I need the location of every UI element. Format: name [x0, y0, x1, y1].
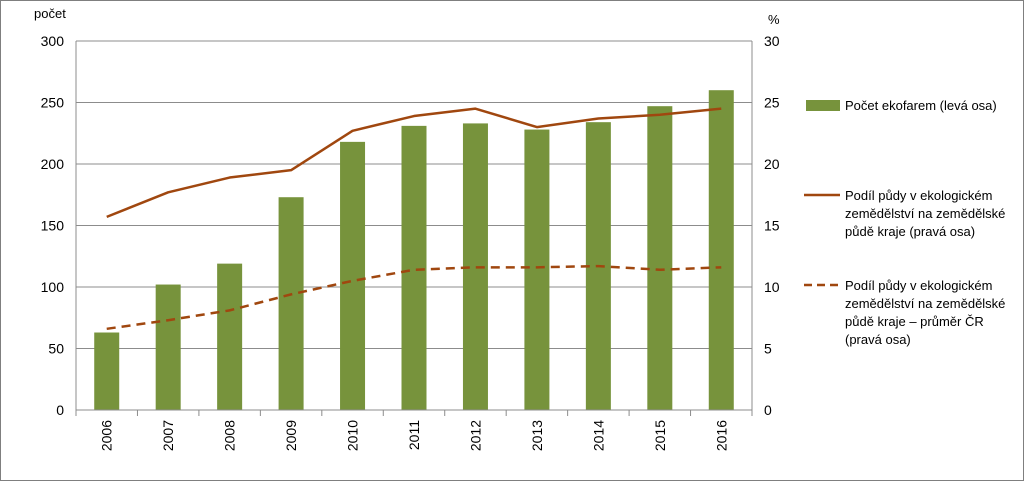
right-tick-label: 25 [764, 95, 780, 111]
x-tick-label: 2009 [283, 420, 299, 451]
left-tick-label: 250 [41, 95, 65, 111]
left-tick-label: 0 [56, 402, 64, 418]
legend-swatch-ekofarmy [806, 100, 840, 111]
legend-label-ekofarmy: Počet ekofarem (levá osa) [845, 98, 997, 113]
line-podil-cr [106, 264, 722, 331]
bar [94, 332, 120, 410]
legend-symbols [804, 100, 840, 287]
left-tick-label: 50 [48, 341, 64, 357]
left-tick-label: 100 [41, 279, 65, 295]
axes [75, 41, 753, 416]
x-tick-label: 2012 [467, 420, 483, 451]
right-tick-label: 0 [764, 402, 772, 418]
x-tick-label: 2016 [713, 420, 729, 451]
line-podil-kraje [106, 107, 722, 219]
left-tick-label: 150 [41, 218, 65, 234]
right-tick-label: 30 [764, 33, 780, 49]
x-tick-label: 2011 [406, 420, 422, 450]
bar [155, 284, 181, 410]
x-tick-label: 2010 [345, 420, 361, 451]
x-tick-label: 2014 [590, 420, 606, 451]
legend-label-podil-cr: Podíl půdy v ekologickém zemědělství na … [845, 278, 1006, 347]
bar [524, 129, 550, 410]
bar [340, 141, 366, 411]
gridlines [76, 40, 752, 349]
right-tick-label: 5 [764, 341, 772, 357]
x-tick-label: 2008 [222, 420, 238, 451]
right-tick-label: 15 [764, 218, 780, 234]
bar [647, 106, 673, 410]
tick-labels: 0 50 100 150 200 250 300 0 5 10 15 20 25 30 2006 2007 20… [41, 33, 780, 451]
left-tick-label: 200 [41, 156, 65, 172]
bar [278, 197, 304, 410]
right-axis-label: % [768, 12, 780, 27]
left-tick-label: 300 [41, 33, 65, 49]
left-axis-label: počet [34, 6, 66, 21]
right-tick-label: 20 [764, 156, 780, 172]
x-tick-label: 2006 [99, 420, 115, 451]
bar-series [94, 90, 734, 411]
x-tick-label: 2007 [160, 420, 176, 451]
bar [708, 90, 734, 410]
x-tick-label: 2015 [652, 420, 668, 451]
x-tick-label: 2013 [529, 420, 545, 451]
legend-label-podil-kraje: Podíl půdy v ekologickém zemědělství na … [845, 188, 1006, 239]
right-tick-label: 10 [764, 279, 780, 295]
line-series [106, 107, 722, 331]
bar [217, 263, 243, 410]
bar [401, 125, 427, 411]
